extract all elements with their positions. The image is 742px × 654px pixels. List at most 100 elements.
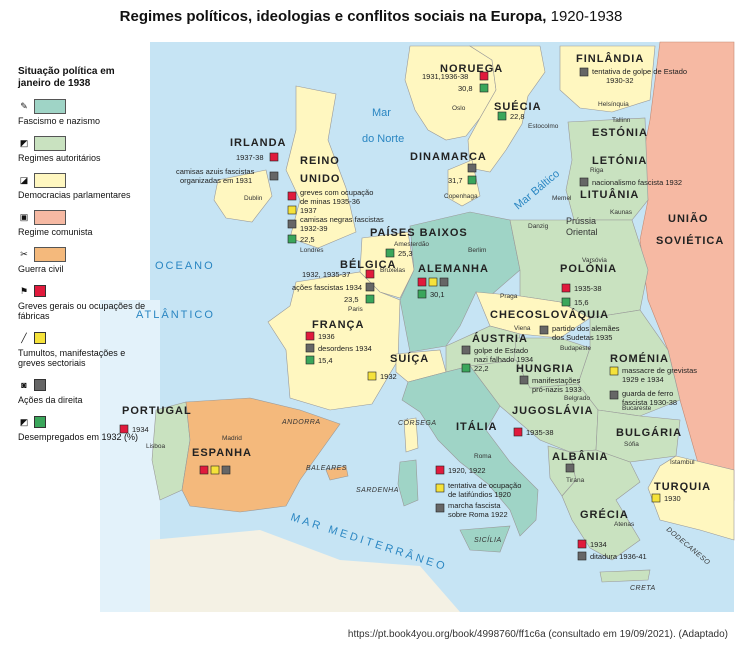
marker-unemployed [467,175,477,185]
region-label-sicilia: SICÍLIA [474,535,502,544]
note-portugal: 1934 [132,425,149,434]
legend-swatch [34,135,66,151]
marker-unemployed [497,111,507,121]
legend-marker [34,332,46,344]
city-tirana: Tirana [566,477,585,484]
note-jugoslavia: 1935-38 [526,428,554,437]
region-sweden [467,45,546,173]
marker-riot [287,205,297,215]
country-reino-unido-2: UNIDO [300,173,340,185]
legend-item-democracy: ◪ Democracias parlamentares [18,172,148,200]
region-crete [599,569,651,583]
region-turkey [647,455,735,541]
region-north-africa [150,530,460,612]
note-letonia: nacionalismo fascista 1932 [592,178,682,187]
map-title-years: 1920-1938 [550,8,623,25]
marker-unemployed [417,289,427,299]
region-uk [285,85,357,249]
legend-swatch [34,246,66,262]
country-jugoslavia: JUGOSLÁVIA [512,404,594,417]
marker-right [565,463,575,473]
city-amesterdao: Amesterdão [394,241,429,248]
marker-strike [417,277,427,287]
country-checoslovaquia: CHECOSLOVÁQUIA [490,308,609,321]
country-prussia-1: Prússia [566,216,596,226]
marker-right [439,277,449,287]
note-romenia-3: guarda de ferro [622,389,673,398]
note-franca-1: 1936 [318,332,335,341]
marker-right [435,503,445,513]
legend-label: Desempregados em 1932 (%) [18,432,139,442]
marker-strike [513,427,523,437]
city-madrid: Madrid [222,435,242,442]
legend-label: Ações da direita [18,395,83,405]
country-uniao-2: SOVIÉTICA [656,234,724,247]
region-italy [401,365,539,537]
country-alemanha: ALEMANHA [418,263,489,275]
city-oslo: Oslo [452,105,466,112]
country-albania: ALBÂNIA [552,450,609,463]
country-polonia: POLÓNIA [560,262,617,275]
legend-marker [34,379,46,391]
note-ru-1: greves com ocupação [300,188,373,197]
note-polonia-2: 15,6 [574,298,589,307]
country-irlanda: IRLANDA [230,137,287,149]
city-viena: Viena [514,325,531,332]
marker-right [287,219,297,229]
country-portugal: PORTUGAL [122,405,192,417]
city-atenas: Atenas [614,521,635,528]
region-label-sardenha: SARDENHA [356,487,399,494]
legend-heading: Situação política em janeiro de 1938 [18,66,115,89]
pen-icon: ◪ [19,174,29,185]
sea-label-atlantico: ATLÂNTICO [136,308,215,321]
country-grecia: GRÉCIA [580,508,629,521]
note-ru-6: 22,5 [300,235,315,244]
marker-strike [365,269,375,279]
note-ru-3: 1937 [300,206,317,215]
region-finland [559,45,656,113]
marker-strike [119,424,129,434]
country-italia: ITÁLIA [456,420,497,433]
city-kaunas: Kaunas [610,209,633,216]
city-dublin: Dublin [244,195,263,202]
region-label-andorra: ANDORRA [281,419,321,426]
note-belgica-2: ações fascistas 1934 [292,283,362,292]
marker-strike [269,152,279,162]
marker-riot [367,371,377,381]
pen-icon: ▣ [19,211,29,222]
note-romenia-2: 1929 e 1934 [622,375,664,384]
legend-item-authoritarian: ◩ Regimes autoritários [18,135,148,163]
city-londres: Londres [300,247,324,254]
note-irlanda-1: 1937-38 [236,153,264,162]
note-belgica-1: 1932, 1935-37 [302,270,350,279]
region-ireland [213,169,273,223]
weapons-icon: ✂ [20,248,28,259]
legend-label: Guerra civil [18,264,64,274]
note-ru-5: 1932-39 [300,224,328,233]
country-letonia: LETÓNIA [592,154,647,167]
pen-icon: ◩ [19,137,29,148]
marker-right [519,375,529,385]
country-espanha: ESPANHA [192,447,252,459]
sea-label-mar-norte-2: do Norte [362,133,404,145]
city-memel: Memel [552,195,572,202]
marker-strike [561,283,571,293]
legend-label: Greves gerais ou ocupações de fábricas [18,301,146,321]
note-finlandia-1: tentativa de golpe de Estado [592,67,687,76]
note-suecia: 22,8 [510,112,525,121]
legend-item-fascism: ✎ Fascismo e nazismo [18,98,148,126]
country-austria: ÁUSTRIA [472,332,528,345]
note-ru-2: de minas 1935-36 [300,197,360,206]
marker-right [579,67,589,77]
note-hungria-1: manifestações [532,376,581,385]
marker-unemployed [479,83,489,93]
country-lituania: LITUÂNIA [580,188,639,201]
note-austria-1: golpe de Estado [474,346,528,355]
country-suecia: SUÉCIA [494,100,542,113]
note-franca-2: desordens 1934 [318,344,372,353]
region-greece [561,449,641,561]
marker-right [461,345,471,355]
city-danzig: Danzig [528,223,549,230]
region-baleares [325,465,349,481]
marker-right [365,282,375,292]
